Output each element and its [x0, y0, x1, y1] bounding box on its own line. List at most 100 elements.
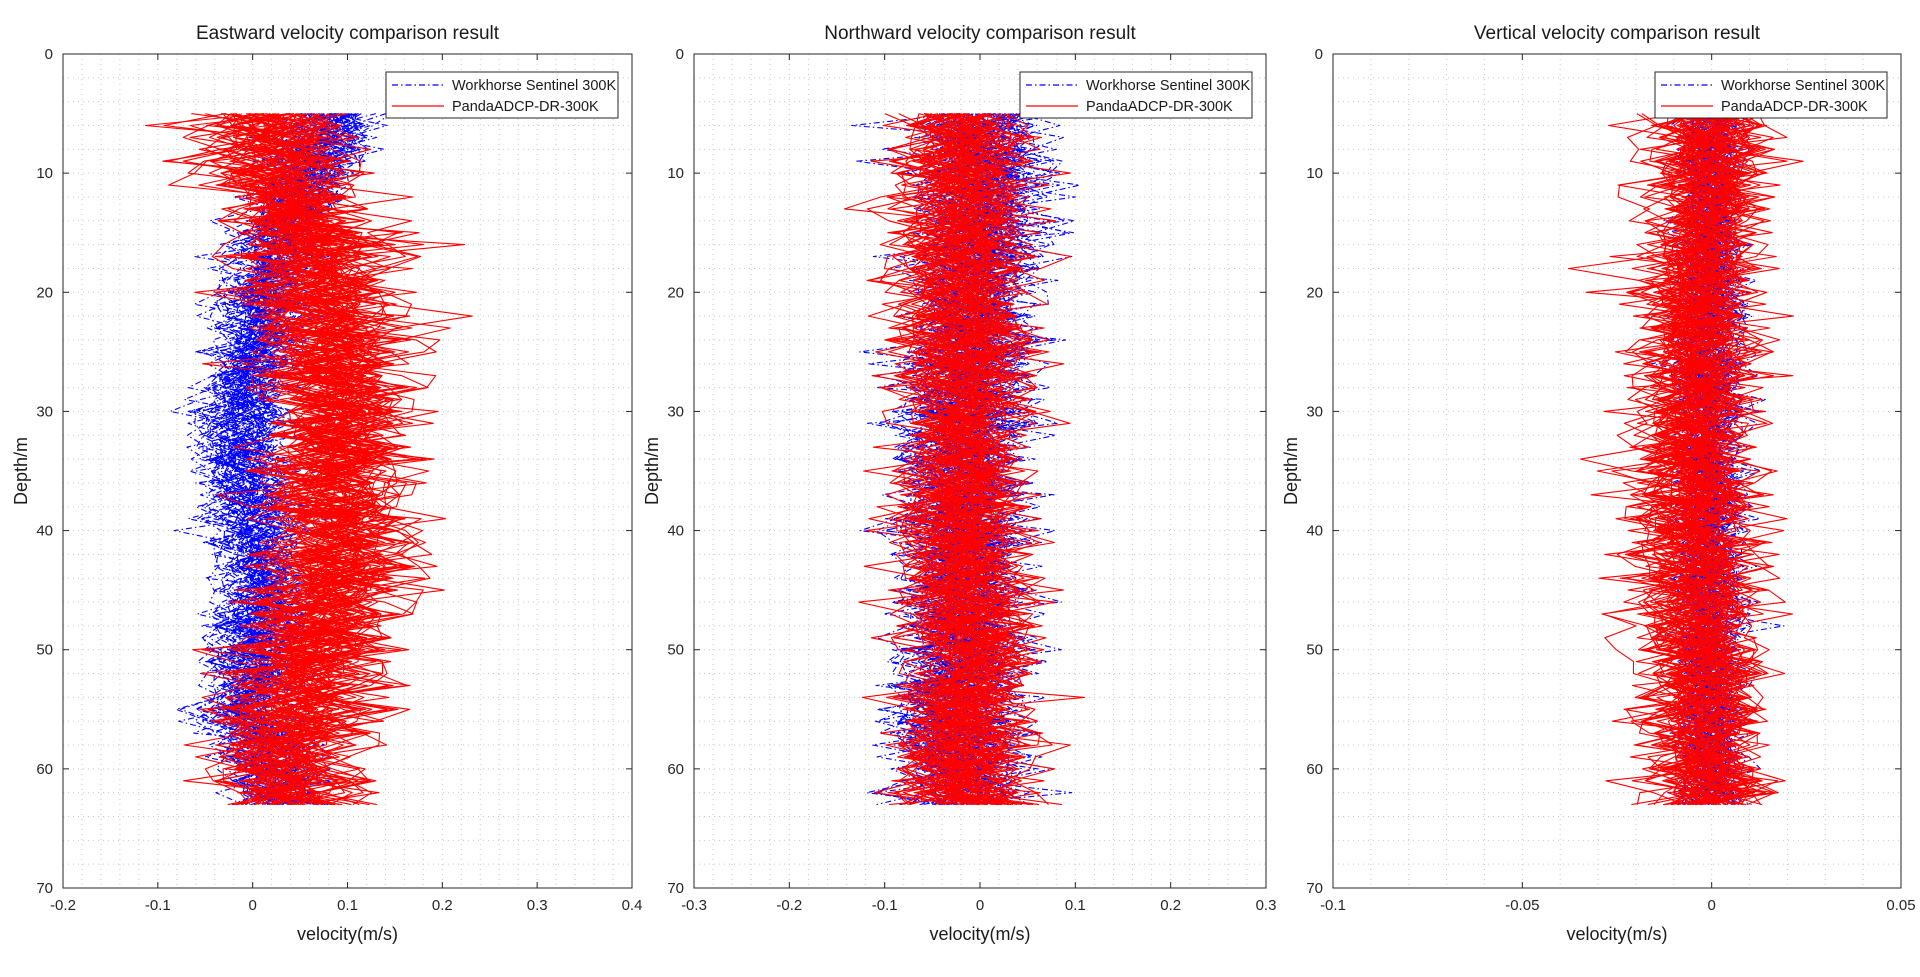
profile-line [180, 113, 345, 806]
x-axis-label: velocity(m/s) [929, 924, 1030, 944]
legend-label: Workhorse Sentinel 300K [452, 78, 616, 94]
profile-line [217, 113, 445, 806]
profile-line [182, 113, 392, 806]
y-tick-label: 40 [667, 523, 684, 540]
profile-line [205, 113, 388, 806]
profile-line [1645, 113, 1785, 806]
profile-line [258, 113, 473, 805]
profile-line [215, 113, 408, 806]
x-axis-label: velocity(m/s) [297, 924, 398, 944]
legend-box [1654, 71, 1888, 119]
profile-line [243, 113, 381, 805]
chart-title: Vertical velocity comparison result [1474, 23, 1761, 44]
x-tick-label: -0.05 [1505, 897, 1539, 914]
x-tick-label: -0.3 [681, 897, 707, 914]
legend: Workhorse Sentinel 300K PandaADCP-DR-300K [385, 71, 619, 119]
y-axis-label: Depth/m [11, 437, 31, 505]
profile-line [1609, 113, 1759, 806]
profile-line [890, 113, 1015, 806]
profile-line [216, 113, 412, 806]
profile-line [194, 113, 311, 806]
y-tick-label: 10 [1306, 165, 1323, 182]
axes-box [1332, 53, 1902, 889]
y-tick-label: 50 [36, 642, 53, 659]
profile-line [226, 113, 351, 806]
legend: Workhorse Sentinel 300K PandaADCP-DR-300K [1654, 71, 1888, 119]
legend-box [1019, 71, 1253, 119]
y-tick-label: 60 [1306, 761, 1323, 778]
x-tick-label: 0.1 [1065, 897, 1086, 914]
x-tick-label: 0.05 [1886, 897, 1915, 914]
legend-label: PandaADCP-DR-300K [452, 99, 599, 115]
y-axis-label: Depth/m [642, 437, 662, 505]
y-tick-label: 10 [36, 165, 53, 182]
profile-line [1639, 113, 1762, 806]
y-tick-label: 70 [36, 880, 53, 897]
profile-line [208, 113, 350, 805]
profile-line [214, 113, 360, 805]
chart-panel-3: -0.1 -0.05 0 0.05 0 10 20 30 40 50 60 70 Vertical ve… [1281, 23, 1916, 944]
y-tick-label: 50 [667, 642, 684, 659]
profile-line [1662, 113, 1729, 805]
x-tick-label: 0.4 [622, 897, 643, 914]
plot-area [1333, 54, 1901, 888]
profile-line [871, 113, 1019, 806]
legend-label: Workhorse Sentinel 300K [1086, 78, 1250, 94]
profile-line [908, 113, 1007, 806]
profile-line [939, 113, 1071, 806]
profile-line [1622, 113, 1744, 806]
legend-label: Workhorse Sentinel 300K [1721, 78, 1885, 94]
x-tick-label: 0 [248, 897, 256, 914]
profile-line [1643, 113, 1767, 806]
y-tick-label: 10 [667, 165, 684, 182]
profile-line [204, 113, 359, 806]
x-tick-label: 0.2 [1160, 897, 1181, 914]
profile-line [1634, 113, 1743, 806]
profile-line [1631, 113, 1751, 805]
profile-line [892, 113, 1039, 806]
x-tick-label: 0.2 [432, 897, 453, 914]
legend-label: PandaADCP-DR-300K [1721, 99, 1868, 115]
y-tick-label: 70 [1306, 880, 1323, 897]
y-tick-label: 20 [1306, 284, 1323, 301]
series-panda [1568, 113, 1804, 806]
series-panda [144, 113, 473, 806]
chart-title: Northward velocity comparison result [824, 23, 1136, 44]
y-tick-label: 40 [1306, 523, 1323, 540]
profile-line [213, 113, 343, 805]
series-panda [844, 113, 1086, 806]
chart-panel-1: -0.2 -0.1 0 0.1 0.2 0.3 0.4 0 10 20 30 40 50 60 70 East… [11, 23, 642, 944]
y-axis-label: Depth/m [1281, 437, 1301, 505]
x-tick-label: -0.1 [145, 897, 171, 914]
chart-panel-2: -0.3 -0.2 -0.1 0 0.1 0.2 0.3 0 10 20 30 40 50 60 70 Nor… [642, 23, 1276, 944]
profile-line [1626, 113, 1738, 806]
x-tick-label: 0.1 [337, 897, 358, 914]
y-tick-label: 40 [36, 523, 53, 540]
y-tick-label: 50 [1306, 642, 1323, 659]
profile-line [218, 113, 372, 806]
profile-line [214, 113, 371, 806]
x-tick-label: -0.1 [872, 897, 898, 914]
y-tick-label: 20 [667, 284, 684, 301]
profile-line [198, 113, 346, 806]
chart-title: Eastward velocity comparison result [196, 23, 500, 44]
y-tick-label: 20 [36, 284, 53, 301]
profile-line [250, 113, 412, 806]
profile-line [1641, 113, 1761, 805]
profile-line [195, 113, 348, 806]
x-axis-label: velocity(m/s) [1566, 924, 1667, 944]
y-tick-label: 0 [1315, 46, 1323, 63]
y-tick-label: 60 [36, 761, 53, 778]
y-tick-label: 0 [45, 46, 53, 63]
profile-line [927, 113, 1081, 805]
x-tick-label: -0.2 [776, 897, 802, 914]
x-tick-label: 0.3 [1256, 897, 1277, 914]
y-tick-label: 30 [1306, 403, 1323, 420]
y-tick-label: 30 [667, 403, 684, 420]
legend-label: PandaADCP-DR-300K [1086, 99, 1233, 115]
profile-line [144, 113, 390, 806]
y-tick-label: 70 [667, 880, 684, 897]
profile-line [887, 113, 1053, 806]
